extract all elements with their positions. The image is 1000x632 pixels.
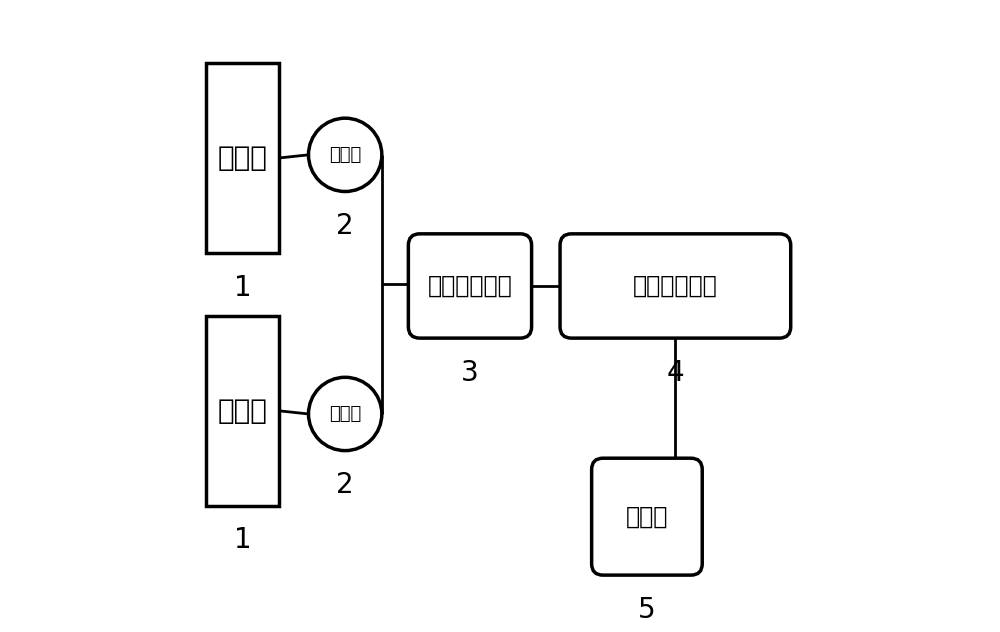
Bar: [206, 316, 279, 506]
FancyBboxPatch shape: [560, 234, 791, 338]
Circle shape: [309, 377, 382, 451]
Text: 原料罐: 原料罐: [218, 397, 267, 425]
Text: 5: 5: [638, 596, 656, 624]
Text: 3: 3: [461, 359, 479, 387]
Text: 原料罐: 原料罐: [218, 144, 267, 172]
FancyBboxPatch shape: [408, 234, 532, 338]
Text: 收集罐: 收集罐: [626, 505, 668, 528]
Text: 1: 1: [234, 274, 251, 301]
Text: 4: 4: [667, 359, 684, 387]
Bar: [206, 63, 279, 253]
Text: 恒流泵: 恒流泵: [329, 405, 361, 423]
FancyBboxPatch shape: [592, 458, 702, 575]
Text: 恒流泵: 恒流泵: [329, 146, 361, 164]
Text: 微通道反应器: 微通道反应器: [633, 274, 718, 298]
Text: 微通道混合器: 微通道混合器: [428, 274, 512, 298]
Text: 1: 1: [234, 526, 251, 554]
Text: 2: 2: [336, 471, 354, 499]
Text: 2: 2: [336, 212, 354, 240]
Circle shape: [309, 118, 382, 191]
